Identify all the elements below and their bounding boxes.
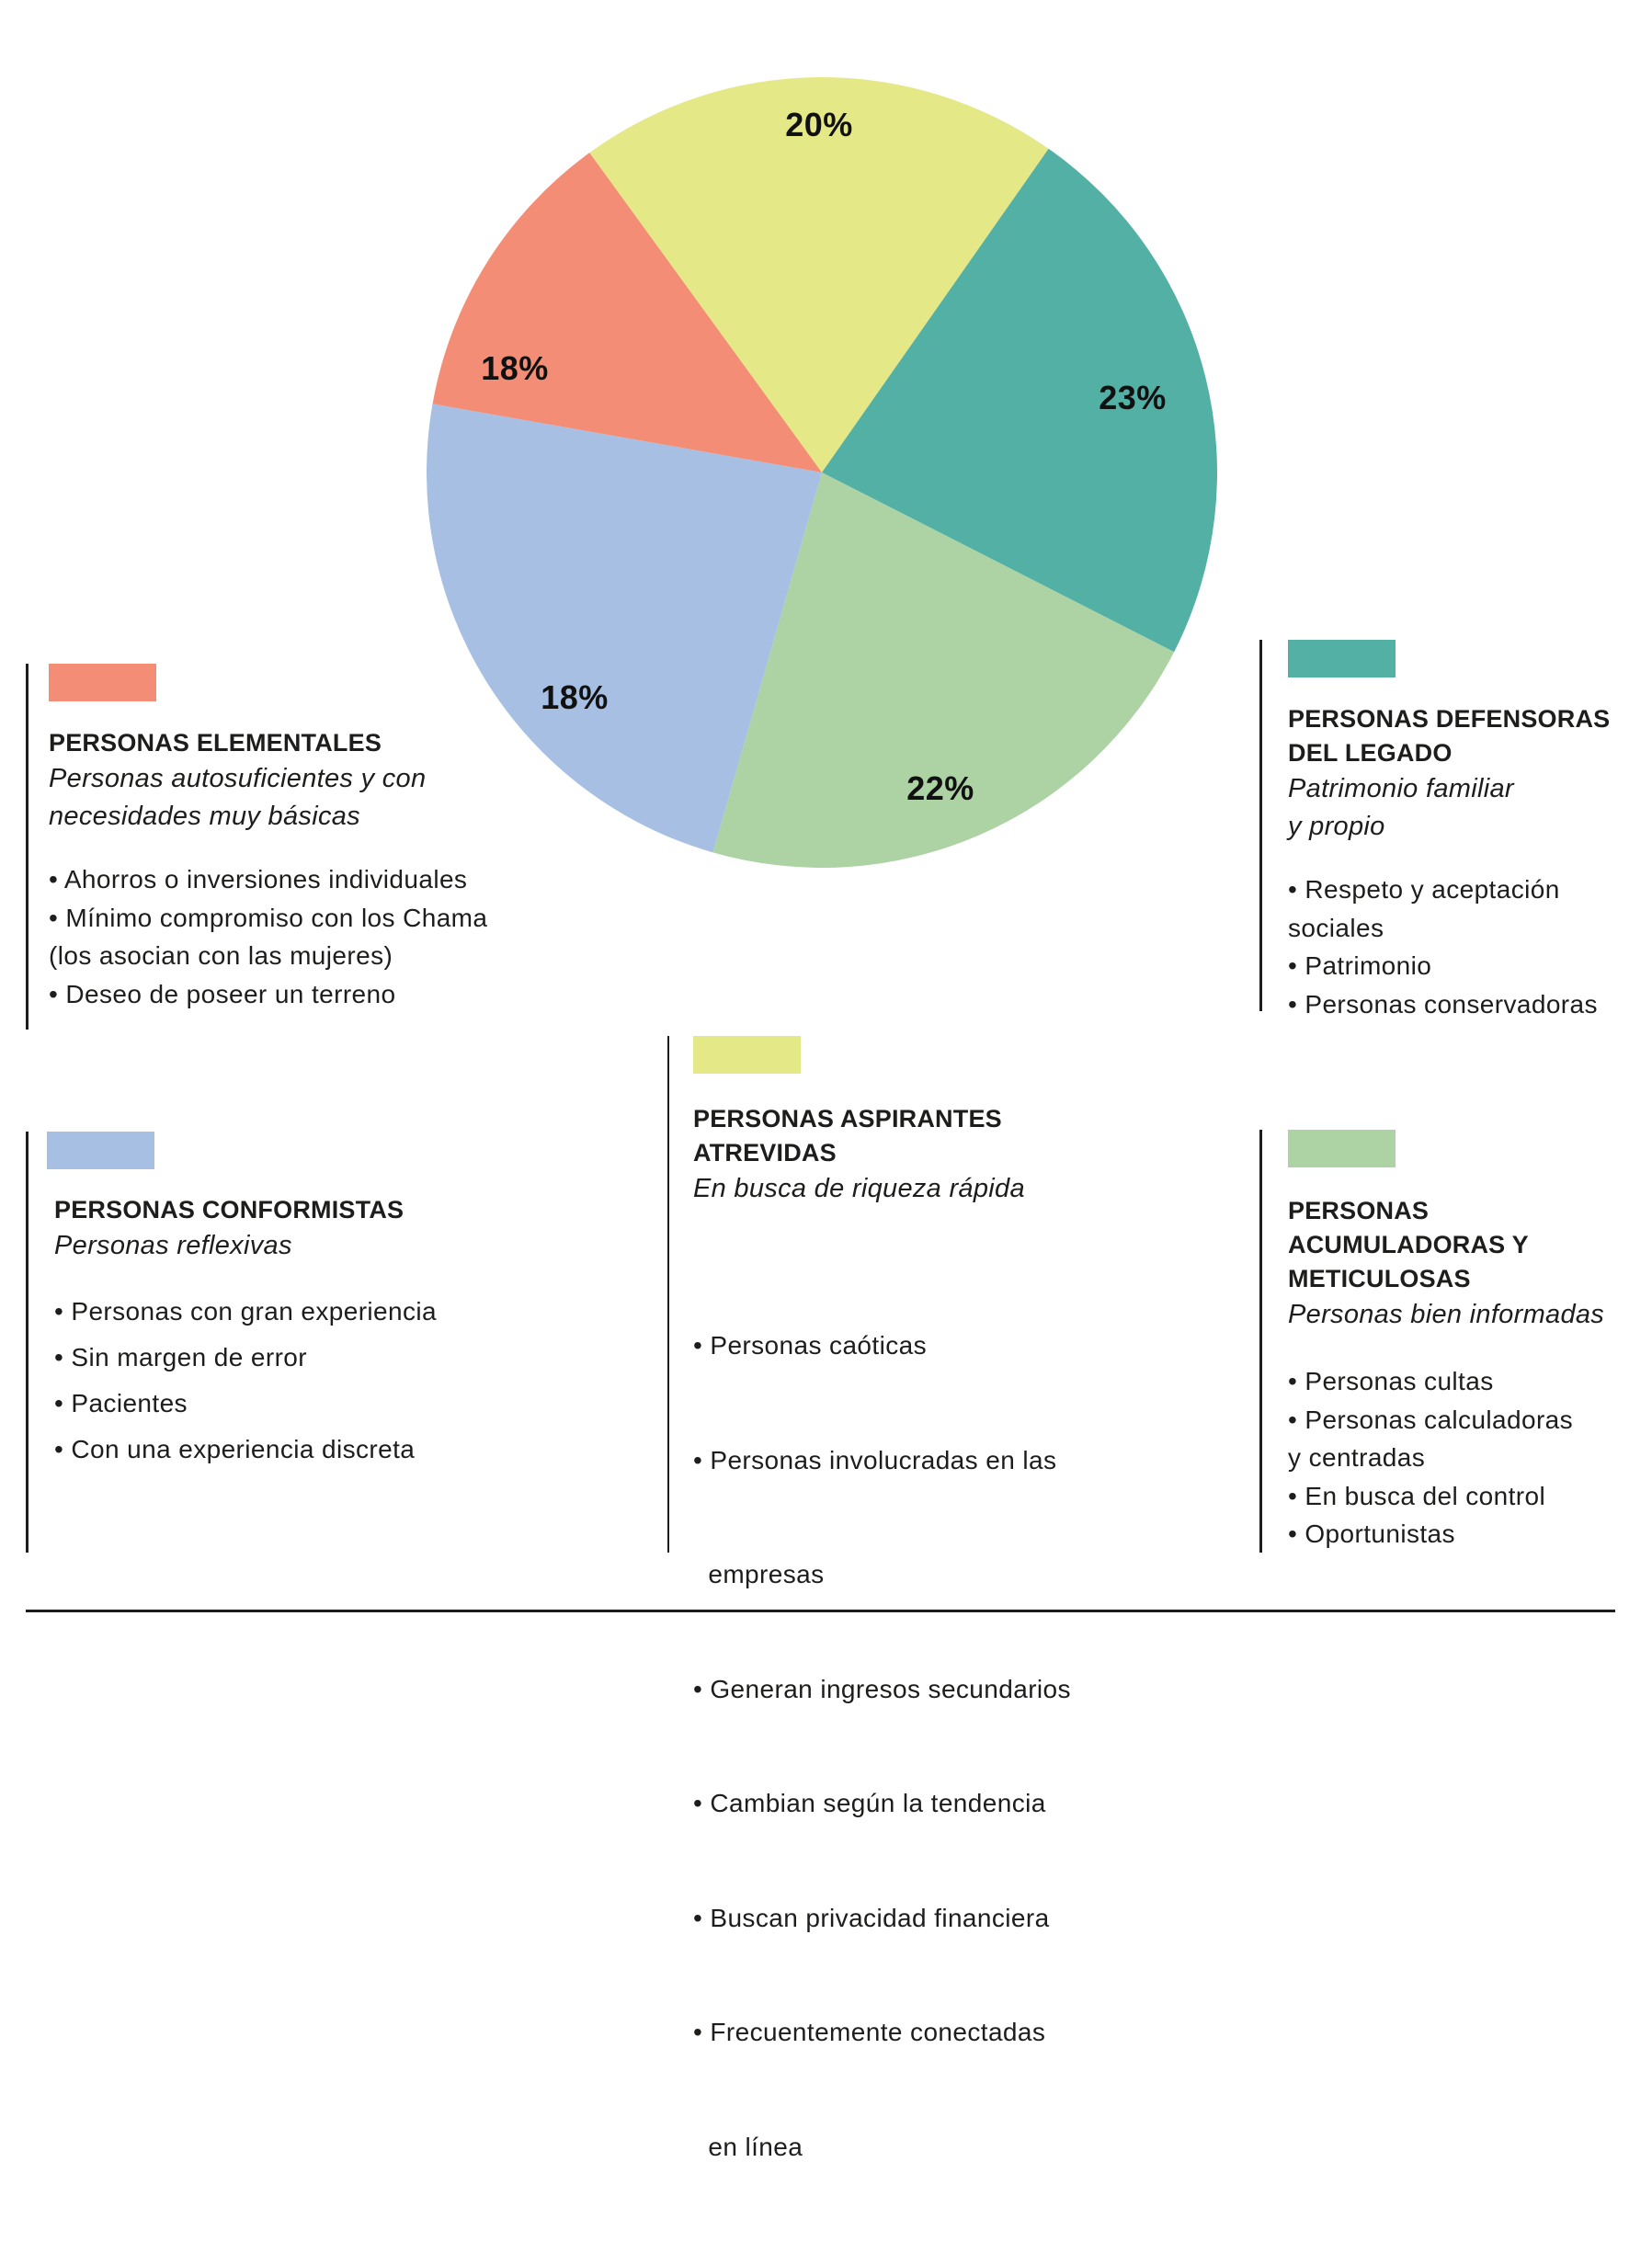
subtitle-line: En busca de riqueza rápida	[693, 1174, 1025, 1203]
bullet-item: • Respeto y aceptación	[1288, 875, 1560, 904]
slice-aspirantes	[589, 77, 1049, 473]
legend-title-aspirantes: PERSONAS ASPIRANTES ATREVIDAS En busca d…	[693, 1102, 1025, 1208]
color-swatch-elementales	[49, 664, 156, 701]
slice-conformistas	[427, 404, 822, 853]
pct-label-elementales: 18%	[481, 349, 549, 387]
bullet-item: y centradas	[1288, 1443, 1426, 1472]
pie-chart	[427, 77, 1218, 868]
bullet-item: empresas	[693, 1560, 825, 1588]
title-line: DEL LEGADO	[1288, 739, 1453, 767]
bullet-item: • Patrimonio	[1288, 951, 1432, 980]
bullet-item: • Personas cultas	[1288, 1367, 1494, 1395]
title-line: PERSONAS	[1288, 1197, 1430, 1224]
bullet-item: • Personas con gran experiencia	[54, 1297, 437, 1326]
subtitle-line: Patrimonio familiar	[1288, 774, 1514, 803]
divider-line	[26, 664, 28, 1030]
title-line: ATREVIDAS	[693, 1139, 837, 1167]
bullet-item: • Sin margen de error	[54, 1343, 307, 1371]
bullet-item: • Personas calculadoras	[1288, 1405, 1574, 1434]
bullet-item: • Personas conservadoras	[1288, 989, 1598, 1019]
bullet-item: • Oportunistas	[1288, 1519, 1455, 1548]
title-line: METICULOSAS	[1288, 1265, 1471, 1292]
slice-defensoras	[822, 148, 1218, 653]
pct-label-defensoras: 23%	[1099, 379, 1167, 416]
legend-title-defensoras: PERSONAS DEFENSORAS DEL LEGADO Patrimoni…	[1288, 702, 1610, 846]
bullet-item: • Deseo de poseer un terreno	[49, 979, 396, 1008]
subtitle-line: Personas reflexivas	[54, 1231, 292, 1260]
color-swatch-conformistas	[47, 1132, 154, 1169]
bottom-rule	[26, 1610, 1615, 1612]
subtitle-line: necesidades muy básicas	[49, 802, 360, 831]
bullet-item: sociales	[1288, 913, 1384, 942]
legend-bullets-elementales: • Ahorros o inversiones individuales • M…	[49, 860, 487, 1013]
title-line: ACUMULADORAS Y	[1288, 1231, 1529, 1258]
legend-bullets-defensoras: • Respeto y aceptación sociales • Patrim…	[1288, 871, 1598, 1023]
color-swatch-aspirantes	[693, 1036, 801, 1074]
bullet-item: • Personas involucradas en las	[693, 1445, 1057, 1474]
bullet-item: • Generan ingresos secundarios	[693, 1674, 1071, 1703]
bullet-item: • Pacientes	[54, 1389, 188, 1417]
subtitle-line: y propio	[1288, 812, 1385, 841]
bullet-item: • En busca del control	[1288, 1481, 1546, 1510]
color-swatch-defensoras	[1288, 640, 1396, 677]
divider-line	[667, 1036, 669, 1553]
bullet-item: • Buscan privacidad financiera	[693, 1903, 1050, 1932]
slice-acumuladoras	[712, 472, 1175, 868]
legend-title-acumuladoras: PERSONAS ACUMULADORAS Y METICULOSAS Pers…	[1288, 1194, 1604, 1334]
title-line: PERSONAS DEFENSORAS	[1288, 705, 1611, 733]
pct-label-acumuladoras: 22%	[906, 769, 974, 807]
slice-elementales	[432, 153, 822, 473]
title-line: PERSONAS CONFORMISTAS	[54, 1196, 404, 1223]
divider-line	[1259, 1130, 1262, 1553]
legend-bullets-conformistas: • Personas con gran experiencia • Sin ma…	[54, 1289, 437, 1473]
legend-title-elementales: PERSONAS ELEMENTALES Personas autosufici…	[49, 726, 426, 836]
bullet-item: • Mínimo compromiso con los Chama	[49, 903, 488, 932]
bullet-item: • Frecuentemente conectadas	[693, 2018, 1046, 2046]
bullet-item: • Con una experiencia discreta	[54, 1435, 416, 1463]
pct-label-conformistas: 18%	[541, 678, 609, 716]
legend-title-conformistas: PERSONAS CONFORMISTAS Personas reflexiva…	[54, 1193, 404, 1265]
bullet-item: • Cambian según la tendencia	[693, 1789, 1046, 1817]
legend-bullets-acumuladoras: • Personas cultas • Personas calculadora…	[1288, 1362, 1573, 1553]
title-line: PERSONAS ELEMENTALES	[49, 729, 382, 757]
subtitle-line: Personas bien informadas	[1288, 1300, 1605, 1329]
bullet-item: en línea	[693, 2132, 803, 2161]
color-swatch-acumuladoras	[1288, 1130, 1396, 1167]
bullet-item: • Ahorros o inversiones individuales	[49, 865, 468, 893]
divider-line	[1259, 640, 1262, 1011]
pct-label-aspirantes: 20%	[785, 106, 853, 143]
legend-bullets-aspirantes: • Personas caóticas • Personas involucra…	[693, 1250, 1071, 2242]
subtitle-line: Personas autosuficientes y con	[49, 764, 427, 793]
bullet-item: • Personas caóticas	[693, 1331, 927, 1360]
bullet-item: (los asocian con las mujeres)	[49, 941, 393, 970]
title-line: PERSONAS ASPIRANTES	[693, 1105, 1002, 1132]
divider-line	[26, 1132, 28, 1553]
